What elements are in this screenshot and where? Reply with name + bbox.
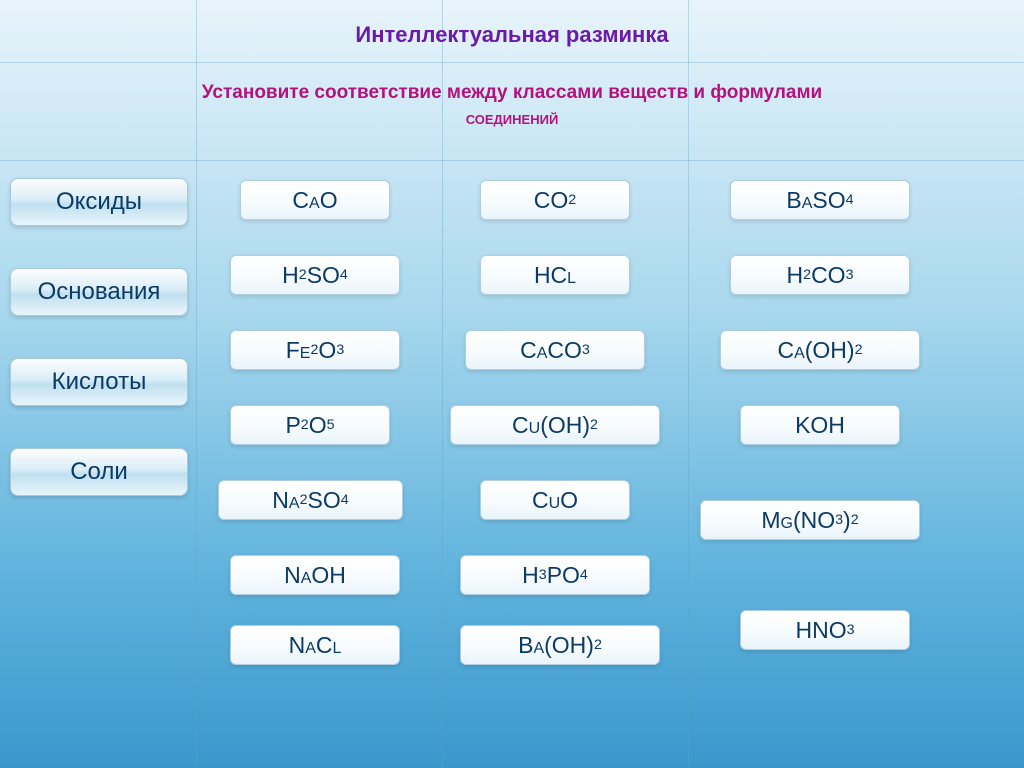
grid-hline xyxy=(0,160,1024,161)
formula-tile-caoh2[interactable]: Ca(OH)2 xyxy=(720,330,920,370)
formula-tile-koh[interactable]: KOH xyxy=(740,405,900,445)
formula-tile-h2so4[interactable]: H2SO4 xyxy=(230,255,400,295)
formula-tile-fe2o3[interactable]: Fe2O3 xyxy=(230,330,400,370)
formula-tile-p2o5[interactable]: P2O5 xyxy=(230,405,390,445)
subtitle-line1: Установите соответствие между классами в… xyxy=(202,82,822,103)
formula-tile-cuoh2[interactable]: Cu(OH)2 xyxy=(450,405,660,445)
formula-tile-baso4[interactable]: BaSO4 xyxy=(730,180,910,220)
formula-tile-caco3[interactable]: CaCO3 xyxy=(465,330,645,370)
category-acids[interactable]: Кислоты xyxy=(10,358,188,406)
slide-title: Интеллектуальная разминка xyxy=(0,22,1024,48)
formula-tile-cao[interactable]: CaO xyxy=(240,180,390,220)
title-text: Интеллектуальная разминка xyxy=(355,22,668,47)
formula-tile-naoh[interactable]: NaOH xyxy=(230,555,400,595)
subtitle-line2: соединений xyxy=(466,108,559,129)
formula-tile-cuo[interactable]: CuO xyxy=(480,480,630,520)
category-oxides[interactable]: Оксиды xyxy=(10,178,188,226)
formula-tile-hno3[interactable]: HNO3 xyxy=(740,610,910,650)
formula-tile-h3po4[interactable]: H3PO4 xyxy=(460,555,650,595)
formula-tile-mgno32[interactable]: Mg(NO3)2 xyxy=(700,500,920,540)
formula-tile-nacl[interactable]: NaCl xyxy=(230,625,400,665)
formula-tile-baoh2[interactable]: Ba(OH)2 xyxy=(460,625,660,665)
category-salts[interactable]: Соли xyxy=(10,448,188,496)
slide-subtitle: Установите соответствие между классами в… xyxy=(60,80,964,131)
formula-tile-co2[interactable]: CO2 xyxy=(480,180,630,220)
grid-hline xyxy=(0,62,1024,63)
category-bases[interactable]: Основания xyxy=(10,268,188,316)
formula-tile-na2so4[interactable]: Na2SO4 xyxy=(218,480,403,520)
formula-tile-h2co3[interactable]: H2CO3 xyxy=(730,255,910,295)
formula-tile-hcl[interactable]: HCl xyxy=(480,255,630,295)
